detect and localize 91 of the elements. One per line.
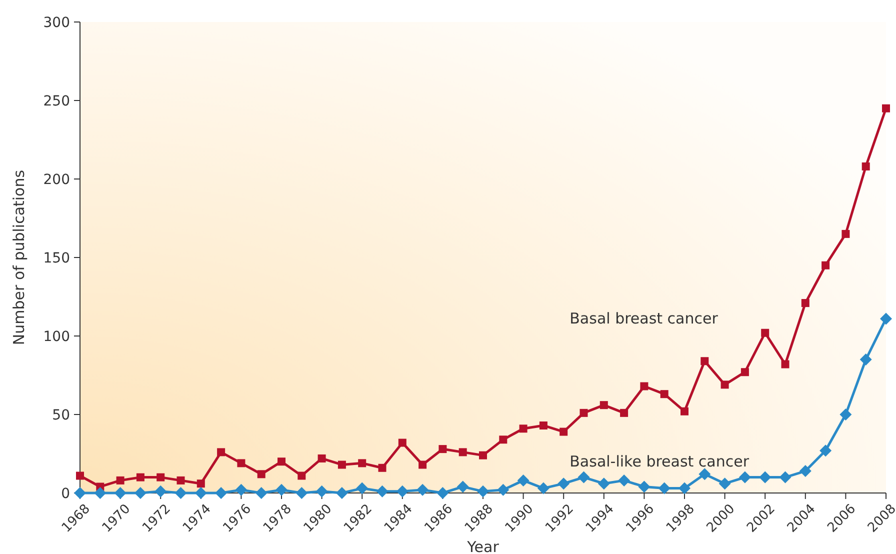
point [718,478,731,490]
y-tick-label: 100 [43,328,70,345]
point [438,445,447,454]
point [156,473,165,482]
point [336,487,348,499]
y-tick-label: 50 [52,407,70,424]
point [436,487,449,499]
y-tick-label: 250 [43,93,70,110]
point [116,476,124,484]
point [215,487,228,499]
point [860,354,872,366]
point [801,299,810,308]
point [257,470,266,478]
point [276,484,288,496]
point [517,474,530,486]
point [678,482,690,494]
point [499,436,508,444]
point [217,448,226,456]
point [458,448,467,456]
point [255,487,268,499]
point [638,480,650,493]
point [598,478,610,490]
point [136,473,144,482]
point [761,328,770,337]
series-label: Basal-like breast cancer [570,452,750,470]
point [418,460,427,469]
point [497,484,510,496]
point [560,428,568,436]
point [376,485,388,498]
point [154,485,167,498]
point [416,484,429,496]
point [840,408,852,420]
point [114,487,126,499]
point [720,380,729,389]
point [618,474,630,486]
point [134,487,146,499]
point [822,261,830,270]
point [660,390,668,398]
point [698,468,711,480]
point [600,401,608,410]
point [196,480,205,488]
point [278,458,286,466]
point [680,407,688,416]
point [398,438,406,447]
point [176,476,185,484]
point [76,472,84,480]
text: Basal breast cancer [570,309,719,328]
point [519,424,528,433]
point [296,487,308,499]
point [700,357,709,366]
point [94,487,106,499]
point [358,459,366,468]
point [456,480,469,493]
point [539,421,548,430]
point [578,471,590,484]
point [640,382,648,390]
point [396,485,408,498]
point [378,464,386,472]
point [820,444,832,457]
x-axis-title: Year [466,538,500,554]
point [558,478,570,490]
point [479,451,487,460]
y-tick-label: 300 [43,14,70,31]
point [799,465,812,478]
point [194,487,207,499]
point [316,485,328,498]
point [738,471,751,484]
point [862,162,870,170]
point [580,408,588,417]
point [174,487,187,499]
point [781,360,790,368]
y-tick-label: 150 [43,250,70,266]
y-tick-label: 200 [43,172,70,188]
point [740,368,749,376]
point [318,454,326,462]
y-tick-label: 0 [61,486,70,502]
point [882,104,890,112]
point [880,312,892,325]
point [338,460,346,469]
point [537,482,550,494]
point [658,482,670,494]
point [477,485,489,498]
point [620,408,628,417]
point [779,471,792,484]
y-axis-title: Number of publications [10,170,28,346]
point [235,484,248,496]
point [759,471,772,484]
point [298,472,306,480]
point [356,482,368,494]
point [842,230,850,238]
point [237,459,246,468]
